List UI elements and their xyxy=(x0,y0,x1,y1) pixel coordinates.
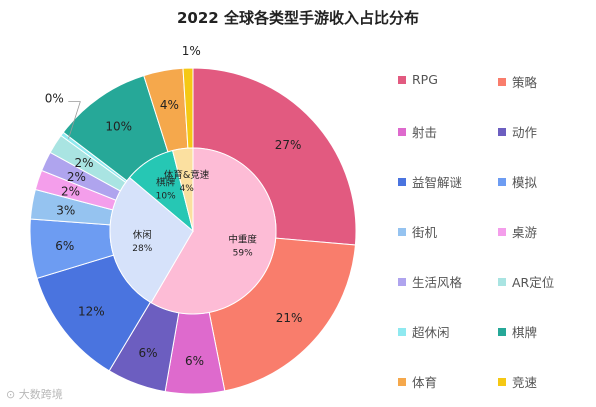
inner-name-0: 中重度 xyxy=(228,233,257,245)
outer-label-8: 2% xyxy=(67,170,86,184)
legend-swatch xyxy=(498,227,506,236)
outer-label-7: 2% xyxy=(61,185,80,199)
legend-label: 生活风格 xyxy=(412,275,463,290)
inner-name-2: 棋牌 xyxy=(156,176,176,188)
legend-item-8: 生活风格 xyxy=(398,272,462,291)
watermark-text: 大数跨境 xyxy=(18,388,63,401)
legend-item-12: 体育 xyxy=(398,372,437,391)
outer-label-4: 12% xyxy=(78,304,105,318)
outer-label-3: 6% xyxy=(139,346,158,360)
legend-label: 棋牌 xyxy=(512,325,538,340)
legend-item-13: 竞速 xyxy=(498,372,537,391)
outer-label-13: 1% xyxy=(182,44,201,58)
legend-item-4: 益智解谜 xyxy=(398,172,462,191)
legend-swatch xyxy=(498,127,506,136)
legend-swatch xyxy=(398,227,406,236)
inner-slice-3 xyxy=(171,147,194,232)
legend-label: 射击 xyxy=(412,125,438,140)
outer-label-12: 4% xyxy=(160,98,179,112)
legend-label: 动作 xyxy=(512,125,538,140)
legend-label: AR定位 xyxy=(512,275,555,290)
outer-label-2: 6% xyxy=(185,354,204,368)
legend-item-7: 桌游 xyxy=(498,222,537,241)
watermark-icon: ⊙ xyxy=(6,388,19,401)
legend-item-10: 超休闲 xyxy=(398,322,450,341)
legend-swatch xyxy=(398,277,406,286)
legend-label: 街机 xyxy=(412,225,438,240)
inner-value-2: 10% xyxy=(156,191,176,201)
leader-line-10 xyxy=(68,101,81,139)
legend-label: 竞速 xyxy=(512,375,538,390)
legend-swatch xyxy=(498,277,506,286)
outer-label-9: 2% xyxy=(74,156,93,170)
legend-item-11: 棋牌 xyxy=(498,322,537,341)
legend-item-5: 模拟 xyxy=(498,172,537,191)
inner-value-0: 59% xyxy=(233,248,253,258)
outer-label-6: 3% xyxy=(56,204,75,218)
legend-label: 模拟 xyxy=(512,175,538,190)
legend-label: 体育 xyxy=(412,375,438,390)
legend-swatch xyxy=(398,75,406,84)
legend-swatch xyxy=(498,77,506,86)
inner-value-3: 4% xyxy=(179,184,194,194)
inner-value-1: 28% xyxy=(132,244,152,254)
outer-label-5: 6% xyxy=(55,239,74,253)
legend-item-1: 策略 xyxy=(498,72,537,91)
legend-swatch xyxy=(398,177,406,186)
legend-swatch xyxy=(398,127,406,136)
outer-label-10: 0% xyxy=(45,92,64,106)
legend-swatch xyxy=(498,327,506,336)
legend-label: 超休闲 xyxy=(412,325,450,340)
legend-swatch xyxy=(498,377,506,386)
inner-name-1: 休闲 xyxy=(133,229,152,241)
legend-item-2: 射击 xyxy=(398,122,437,141)
legend-swatch xyxy=(398,327,406,336)
outer-label-0: 27% xyxy=(275,138,302,152)
chart-title: 2022 全球各类型手游收入占比分布 xyxy=(177,9,419,27)
legend-label: 策略 xyxy=(512,75,538,90)
inner-slice-0 xyxy=(150,147,277,315)
legend-label: 桌游 xyxy=(512,225,538,240)
outer-label-11: 10% xyxy=(105,120,132,134)
legend-label: RPG xyxy=(412,72,438,87)
legend-item-3: 动作 xyxy=(498,122,537,141)
outer-label-1: 21% xyxy=(276,311,303,325)
legend-swatch xyxy=(498,177,506,186)
legend-item-6: 街机 xyxy=(398,222,437,241)
watermark: ⊙ 大数跨境 xyxy=(6,386,63,402)
inner-name-3: 体育&竞速 xyxy=(164,169,210,181)
legend-item-9: AR定位 xyxy=(498,272,554,291)
legend-swatch xyxy=(398,377,406,386)
inner-slice-1 xyxy=(109,176,194,304)
legend-label: 益智解谜 xyxy=(412,175,463,190)
legend-item-0: RPG xyxy=(398,72,438,87)
